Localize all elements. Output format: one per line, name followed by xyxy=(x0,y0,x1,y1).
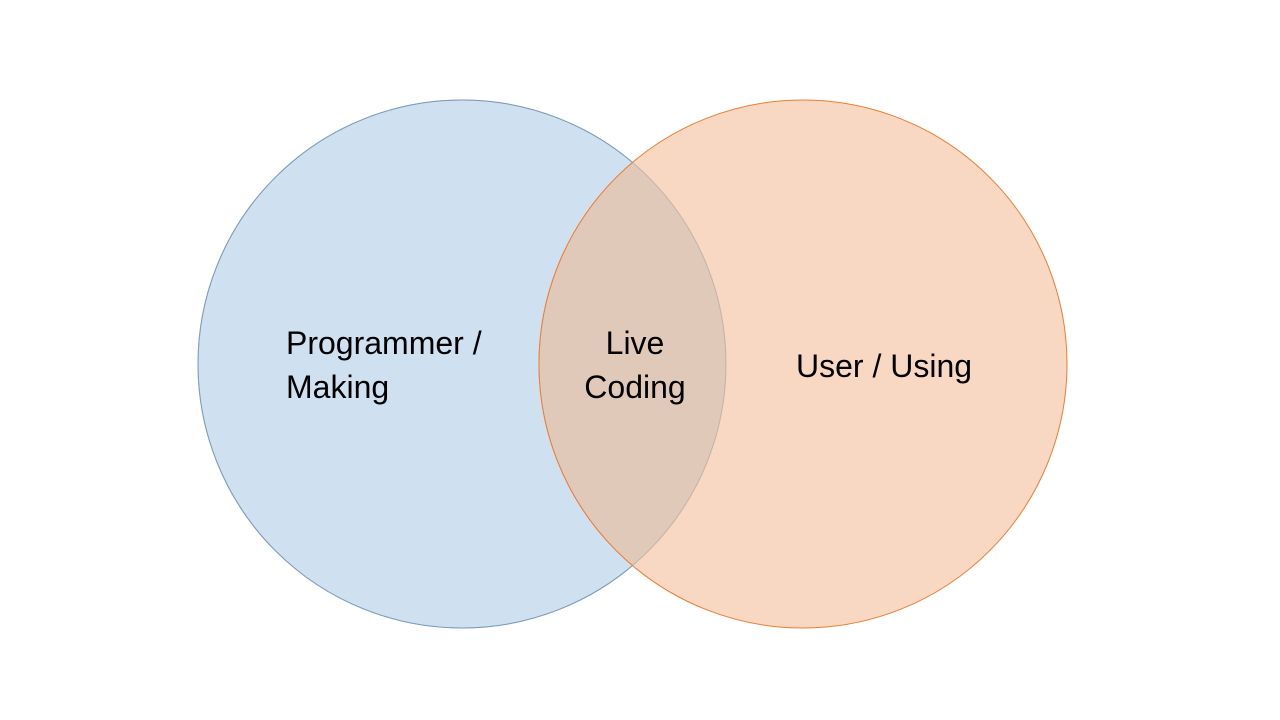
intersection-label: Live Coding xyxy=(572,321,698,409)
right-circle-label: User / Using xyxy=(796,344,972,388)
left-circle-outline xyxy=(197,99,727,629)
right-circle-label-line-1: User / Using xyxy=(796,348,973,384)
overlap-region xyxy=(538,100,726,628)
intersection-label-line-2: Coding xyxy=(584,369,686,405)
left-circle-label-line-1: Programmer / xyxy=(286,325,482,361)
left-circle-label-line-2: Making xyxy=(286,369,390,405)
left-circle-label: Programmer / Making xyxy=(286,321,482,409)
intersection-label-line-1: Live xyxy=(605,325,665,361)
